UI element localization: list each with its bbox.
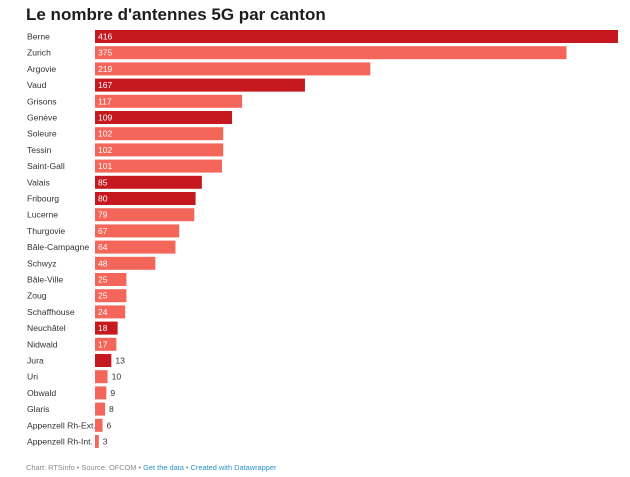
bar-saint-gall xyxy=(95,159,222,173)
category-label-tessin: Tessin xyxy=(27,145,52,155)
bar-bale-ville xyxy=(95,273,127,286)
category-label-schaffhouse: Schaffhouse xyxy=(27,307,75,317)
footer-separator: • xyxy=(185,463,189,472)
bar-glaris xyxy=(95,402,106,416)
value-label-saint-gall: 101 xyxy=(98,161,113,171)
value-label-appenzell-rh-ext: 6 xyxy=(107,420,112,430)
bar-uri xyxy=(95,370,108,384)
value-label-zurich: 375 xyxy=(98,48,113,58)
bar-schwyz xyxy=(95,256,156,270)
value-label-fribourg: 80 xyxy=(98,194,108,204)
category-label-fribourg: Fribourg xyxy=(27,194,59,204)
bar-lucerne xyxy=(95,208,195,222)
bar-nidwald xyxy=(95,337,117,351)
value-label-valais: 85 xyxy=(98,177,108,187)
category-label-valais: Valais xyxy=(27,177,50,187)
value-label-berne: 416 xyxy=(98,32,113,42)
bar-fribourg xyxy=(95,192,196,205)
value-label-grisons: 117 xyxy=(98,96,112,106)
category-label-bale-campagne: Bâle-Campagne xyxy=(27,242,89,252)
value-label-nidwald: 17 xyxy=(98,339,108,349)
bar-zoug xyxy=(95,289,127,303)
value-label-bale-ville: 25 xyxy=(98,275,108,285)
value-label-soleure: 102 xyxy=(98,129,113,139)
category-label-glaris: Glaris xyxy=(27,404,49,414)
credit-text: Chart: RTSinfo • Source: OFCOM • xyxy=(26,463,142,472)
category-label-soleure: Soleure xyxy=(27,129,57,139)
category-label-lucerne: Lucerne xyxy=(27,210,58,220)
value-label-thurgovie: 67 xyxy=(98,226,108,236)
value-label-schwyz: 48 xyxy=(98,258,108,268)
chart-footer: Chart: RTSinfo • Source: OFCOM • Get the… xyxy=(26,463,276,472)
category-label-bale-ville: Bâle-Ville xyxy=(27,275,63,285)
datawrapper-link[interactable]: Created with Datawrapper xyxy=(190,463,277,472)
category-label-grisons: Grisons xyxy=(27,96,57,106)
category-label-appenzell-rh-ext: Appenzell Rh-Ext. xyxy=(27,420,96,430)
category-label-jura: Jura xyxy=(27,356,44,366)
category-label-zurich: Zurich xyxy=(27,48,51,58)
category-label-vaud: Vaud xyxy=(27,80,47,90)
value-label-vaud: 167 xyxy=(98,80,113,90)
value-label-appenzell-rh-int: 3 xyxy=(103,437,108,447)
category-label-argovie: Argovie xyxy=(27,64,56,74)
value-label-tessin: 102 xyxy=(98,145,113,155)
category-label-nidwald: Nidwald xyxy=(27,339,58,349)
category-label-schwyz: Schwyz xyxy=(27,258,57,268)
bar-valais xyxy=(95,175,202,189)
value-label-jura: 13 xyxy=(115,356,125,366)
chart-title: Le nombre d'antennes 5G par canton xyxy=(26,5,326,24)
category-label-neuchatel: Neuchâtel xyxy=(27,323,66,333)
category-label-zoug: Zoug xyxy=(27,291,47,301)
value-label-geneve: 109 xyxy=(98,113,113,123)
bar-obwald xyxy=(95,386,107,400)
category-label-berne: Berne xyxy=(27,32,50,42)
bar-argovie xyxy=(95,62,371,76)
value-label-lucerne: 79 xyxy=(98,210,108,220)
category-label-appenzell-rh-int: Appenzell Rh-Int. xyxy=(27,437,93,447)
bar-vaud xyxy=(95,78,305,92)
value-label-uri: 10 xyxy=(112,372,122,382)
bar-bale-campagne xyxy=(95,240,176,254)
value-label-glaris: 8 xyxy=(109,404,114,414)
bar-tessin xyxy=(95,143,224,157)
bar-zurich xyxy=(95,46,567,60)
value-label-bale-campagne: 64 xyxy=(98,242,108,252)
value-label-zoug: 25 xyxy=(98,291,108,301)
value-label-obwald: 9 xyxy=(110,388,115,398)
bar-grisons xyxy=(95,94,243,108)
bar-chart: Berne 416 Zurich 375 Argovie 219 Vaud 167 Grison… xyxy=(27,30,618,448)
bar-neuchatel xyxy=(95,321,118,335)
category-label-thurgovie: Thurgovie xyxy=(27,226,65,236)
value-label-argovie: 219 xyxy=(98,64,113,74)
bar-geneve xyxy=(95,111,233,124)
bar-jura xyxy=(95,354,112,367)
bar-appenzell-rh-ext xyxy=(95,418,103,432)
category-label-obwald: Obwald xyxy=(27,388,56,398)
category-label-geneve: Genève xyxy=(27,113,57,123)
category-label-saint-gall: Saint-Gall xyxy=(27,161,65,171)
get-data-link[interactable]: Get the data xyxy=(143,463,184,472)
bar-soleure xyxy=(95,127,224,141)
category-label-uri: Uri xyxy=(27,372,38,382)
value-label-neuchatel: 18 xyxy=(98,323,108,333)
value-label-schaffhouse: 24 xyxy=(98,307,108,317)
bar-schaffhouse xyxy=(95,305,126,319)
bar-appenzell-rh-int xyxy=(95,435,99,448)
bar-berne xyxy=(95,30,618,43)
bar-thurgovie xyxy=(95,224,180,238)
